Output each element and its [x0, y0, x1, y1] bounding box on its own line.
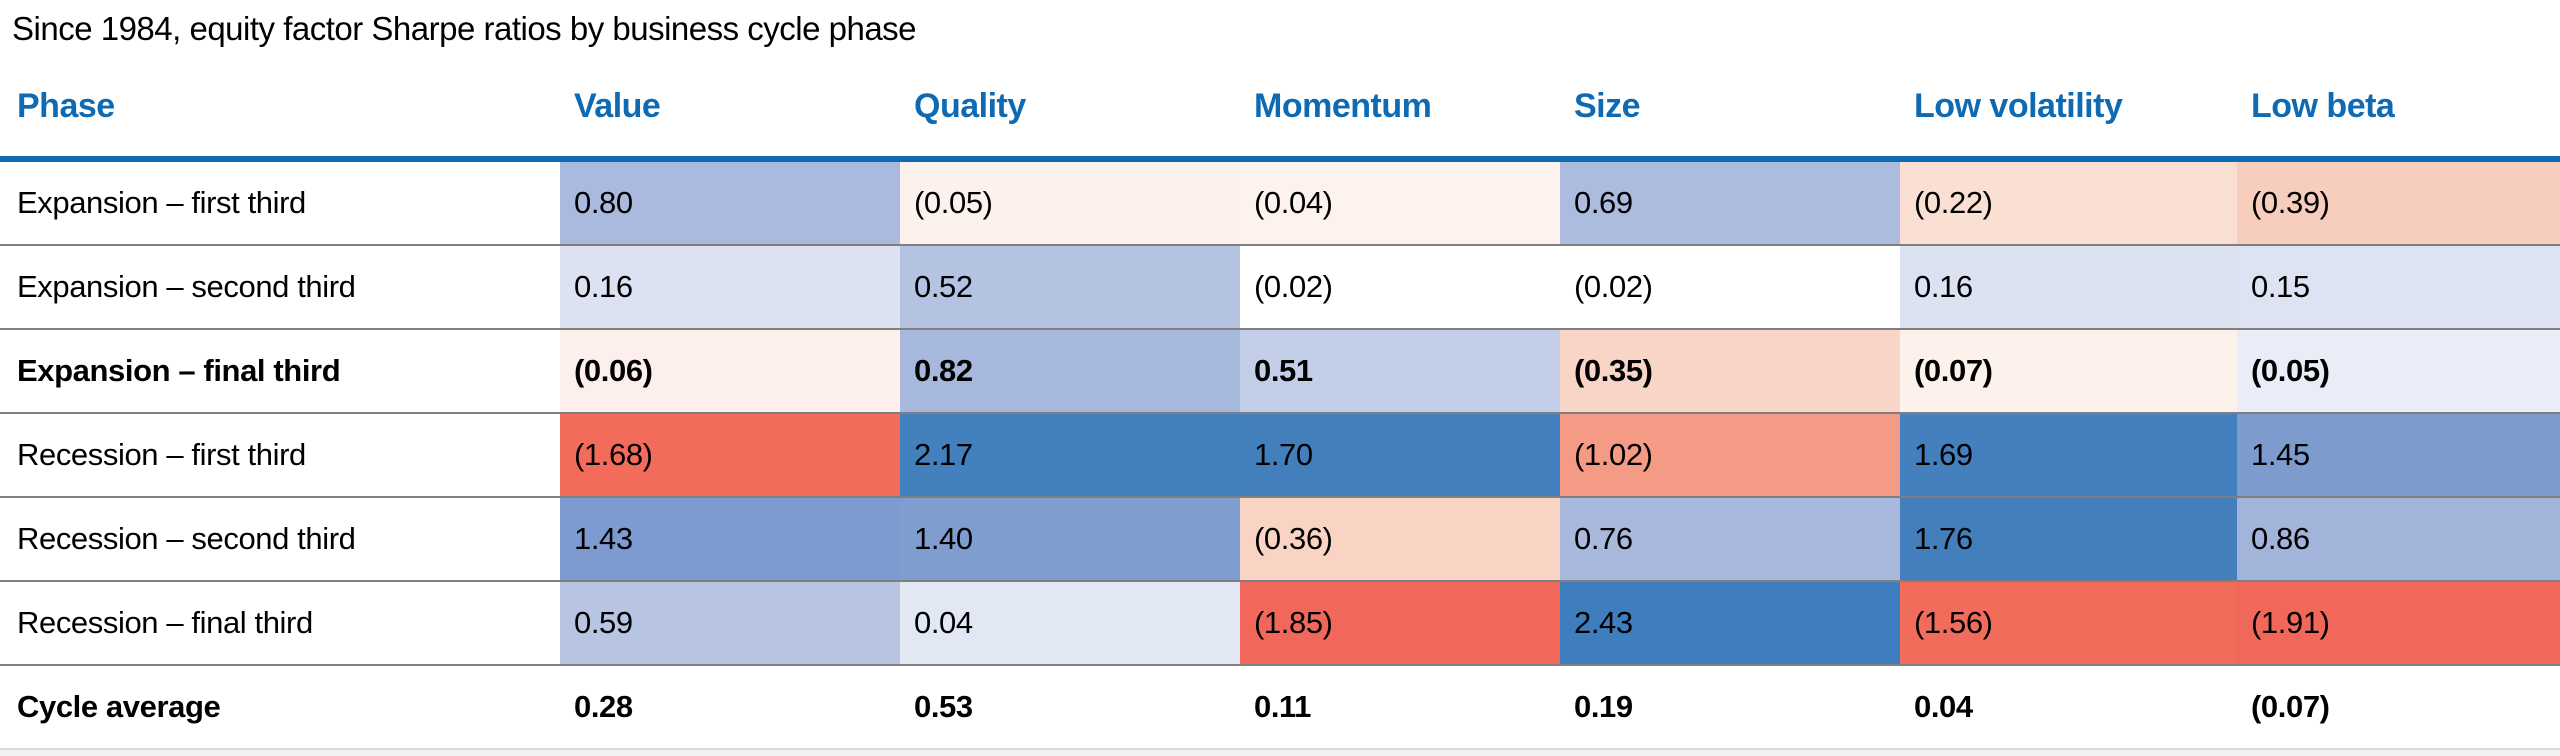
value-cell: 1.45 — [2237, 414, 2560, 496]
value-cell: 0.52 — [900, 246, 1240, 328]
table-row: Expansion – first third 0.80 (0.05) (0.04) 0… — [0, 162, 2560, 244]
sharpe-ratio-heatmap-table: Phase Value Quality Momentum Size Low volatil… — [0, 56, 2560, 750]
col-header-phase: Phase — [0, 56, 560, 156]
value-cell: 0.15 — [2237, 246, 2560, 328]
value-cell: 1.70 — [1240, 414, 1560, 496]
value-cell: (0.07) — [2251, 689, 2330, 724]
value-cell: (1.91) — [2237, 582, 2560, 664]
value-cell: (0.35) — [1560, 330, 1900, 412]
col-header-size: Size — [1574, 86, 1641, 125]
row-label: Recession – first third — [0, 414, 560, 496]
table-row: Recession – final third 0.59 0.04 (1.85) 2.4… — [0, 580, 2560, 664]
col-header-low-beta: Low beta — [2251, 86, 2395, 125]
value-cell: 0.04 — [1914, 689, 1973, 724]
value-cell: 0.51 — [1240, 330, 1560, 412]
value-cell: (0.05) — [900, 162, 1240, 244]
col-header-quality: Quality — [914, 86, 1026, 125]
page-title: Since 1984, equity factor Sharpe ratios … — [12, 10, 917, 47]
value-cell: (0.04) — [1240, 162, 1560, 244]
value-cell: (0.22) — [1900, 162, 2237, 244]
value-cell: 0.86 — [2237, 498, 2560, 580]
value-cell: 0.80 — [560, 162, 900, 244]
value-cell: 0.76 — [1560, 498, 1900, 580]
col-header-value: Value — [574, 86, 661, 125]
value-cell: 0.16 — [1900, 246, 2237, 328]
value-cell: 0.69 — [1560, 162, 1900, 244]
value-cell: (0.05) — [2237, 330, 2560, 412]
row-label: Recession – second third — [0, 498, 560, 580]
table-row: Expansion – final third (0.06) 0.82 0.51 (0.… — [0, 328, 2560, 412]
value-cell: (1.85) — [1240, 582, 1560, 664]
value-cell: (0.02) — [1240, 246, 1560, 328]
value-cell: 0.59 — [560, 582, 900, 664]
value-cell: (1.68) — [560, 414, 900, 496]
value-cell: 1.69 — [1900, 414, 2237, 496]
col-header-momentum: Momentum — [1254, 86, 1432, 125]
value-cell: 1.40 — [900, 498, 1240, 580]
table-row: Recession – first third (1.68) 2.17 1.70 (1.… — [0, 412, 2560, 496]
value-cell: (0.06) — [560, 330, 900, 412]
row-label: Expansion – second third — [0, 246, 560, 328]
value-cell: (0.36) — [1240, 498, 1560, 580]
value-cell: 2.17 — [900, 414, 1240, 496]
value-cell: 0.82 — [900, 330, 1240, 412]
table-row: Cycle average 0.28 0.53 0.11 0.19 0.04 (0.07) — [0, 664, 2560, 750]
table-row: Expansion – second third 0.16 0.52 (0.02) (0… — [0, 244, 2560, 328]
row-label: Expansion – first third — [0, 162, 560, 244]
row-label: Expansion – final third — [0, 330, 560, 412]
value-cell: 0.11 — [1254, 689, 1312, 724]
row-label: Cycle average — [0, 666, 560, 748]
row-label: Recession – final third — [0, 582, 560, 664]
value-cell: 0.04 — [900, 582, 1240, 664]
value-cell: (1.56) — [1900, 582, 2237, 664]
table-header-row: Phase Value Quality Momentum Size Low volatil… — [0, 56, 2560, 162]
value-cell: 0.16 — [560, 246, 900, 328]
value-cell: (1.02) — [1560, 414, 1900, 496]
value-cell: 1.43 — [560, 498, 900, 580]
value-cell: 0.19 — [1574, 689, 1633, 724]
col-header-low-volatility: Low volatility — [1914, 86, 2123, 125]
value-cell: 1.76 — [1900, 498, 2237, 580]
value-cell: (0.39) — [2237, 162, 2560, 244]
bottom-margin-strip — [0, 750, 2560, 756]
value-cell: (0.07) — [1900, 330, 2237, 412]
value-cell: 0.53 — [914, 689, 973, 724]
table-body: Expansion – first third 0.80 (0.05) (0.04) 0… — [0, 162, 2560, 750]
table-row: Recession – second third 1.43 1.40 (0.36) 0.… — [0, 496, 2560, 580]
value-cell: 2.43 — [1560, 582, 1900, 664]
value-cell: 0.28 — [574, 689, 633, 724]
value-cell: (0.02) — [1560, 246, 1900, 328]
